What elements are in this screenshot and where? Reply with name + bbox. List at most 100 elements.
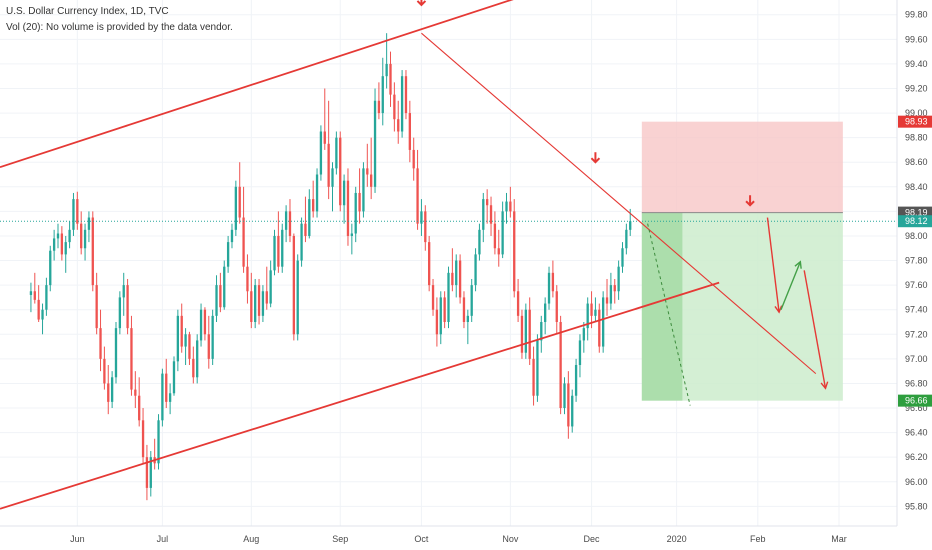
candle-body xyxy=(250,291,253,322)
candle-body xyxy=(625,229,628,249)
candle-body xyxy=(269,270,272,304)
projection-arrow-down-1[interactable] xyxy=(766,217,780,313)
candle-body xyxy=(265,291,268,304)
candle-body xyxy=(400,76,404,132)
candle-body xyxy=(551,272,555,292)
time-tick-label: Jul xyxy=(157,534,169,544)
candle-body xyxy=(118,297,122,329)
candle-body xyxy=(176,315,180,362)
candle-body xyxy=(609,285,613,304)
candle-body xyxy=(273,235,276,271)
candle-body xyxy=(49,250,52,286)
candle-body xyxy=(543,303,547,322)
candle-body xyxy=(308,199,311,236)
price-badge-label: 98.93 xyxy=(905,117,928,127)
candle-body xyxy=(532,358,535,396)
candle-body xyxy=(404,76,408,114)
candle-body xyxy=(234,186,238,230)
candle-body xyxy=(443,297,446,322)
candle-body xyxy=(590,303,593,316)
lower-channel-line[interactable] xyxy=(0,281,720,510)
candle-body xyxy=(478,229,481,255)
candle-body xyxy=(571,395,574,427)
candle-body xyxy=(493,223,497,249)
candle-body xyxy=(470,285,473,316)
position-zones[interactable] xyxy=(641,121,843,401)
candle-body xyxy=(416,168,419,224)
candle-body xyxy=(559,321,562,409)
candle-body xyxy=(424,211,427,243)
stop-loss-zone[interactable] xyxy=(641,121,843,213)
candle-body xyxy=(486,199,489,206)
candle-body xyxy=(586,303,589,329)
price-axis-bg xyxy=(897,0,932,550)
candle-body xyxy=(300,223,303,261)
candle-body xyxy=(41,309,44,320)
price-badge-label: 96.66 xyxy=(905,396,928,406)
projection-arrow-down-2[interactable] xyxy=(803,270,827,389)
time-tick-label: Dec xyxy=(584,534,601,544)
candle-body xyxy=(138,395,141,421)
candle-body xyxy=(199,309,203,341)
candle-body xyxy=(520,315,524,353)
projection-arrow-up[interactable] xyxy=(780,261,801,310)
candle-body xyxy=(555,291,558,322)
candle-body xyxy=(335,137,338,169)
time-tick-label: Feb xyxy=(750,534,766,544)
candle-body xyxy=(420,211,423,224)
candle-body xyxy=(431,285,435,310)
candle-body xyxy=(122,285,125,298)
candle-body xyxy=(578,340,582,366)
descending-trend-line[interactable] xyxy=(421,32,817,375)
price-badge xyxy=(898,115,932,128)
candle-body xyxy=(296,260,299,335)
price-tick-label: 98.40 xyxy=(905,182,928,192)
time-tick-label: Jun xyxy=(70,534,85,544)
upper-channel-line[interactable] xyxy=(0,0,526,168)
candle-body xyxy=(513,211,516,292)
top-marker-jan-head xyxy=(745,200,755,207)
candle-body xyxy=(601,297,605,347)
candle-body xyxy=(354,192,357,234)
drawing-layer[interactable] xyxy=(0,0,897,510)
candle-body xyxy=(215,285,218,316)
time-axis[interactable]: Jun Jul Aug Sep Oct Nov Dec 2020 Feb Mar xyxy=(70,534,847,544)
candle-body xyxy=(524,309,527,353)
candle-body xyxy=(497,248,500,255)
price-axis[interactable]: 95.80 96.00 96.20 96.40 96.60 96.80 97.00 97.20… xyxy=(905,10,928,512)
candle-body xyxy=(172,361,176,394)
candle-body xyxy=(385,63,388,77)
price-tick-label: 99.00 xyxy=(905,108,928,118)
time-axis-bg xyxy=(0,526,932,550)
candle-body xyxy=(370,174,373,187)
candle-body xyxy=(180,315,183,347)
candle-body xyxy=(617,266,620,292)
candle-body xyxy=(605,297,609,304)
candle-body xyxy=(261,291,265,316)
candle-body xyxy=(582,328,585,341)
volume-note: Vol (20): No volume is provided by the d… xyxy=(6,22,233,33)
candle-body xyxy=(482,199,485,230)
candle-body xyxy=(87,217,91,230)
price-tick-label: 97.80 xyxy=(905,256,928,266)
projection-arrow-down-2-head xyxy=(820,381,829,390)
candle-body xyxy=(304,223,307,236)
candle-body xyxy=(594,309,597,316)
candle-body xyxy=(226,242,230,267)
candle-body xyxy=(188,334,191,359)
candle-body xyxy=(64,242,67,255)
candle-body xyxy=(149,457,152,488)
price-tick-label: 98.00 xyxy=(905,231,928,241)
candle-body xyxy=(192,358,195,378)
candle-body xyxy=(346,180,350,236)
top-marker-oct-head xyxy=(416,0,427,7)
candle-body xyxy=(238,186,241,218)
price-tick-label: 96.20 xyxy=(905,452,928,462)
candle-body xyxy=(447,272,450,322)
candle-body xyxy=(516,291,520,316)
candle-body xyxy=(68,229,71,243)
candle-body xyxy=(563,383,566,409)
candle-body xyxy=(52,238,56,251)
candle-body xyxy=(451,272,454,286)
